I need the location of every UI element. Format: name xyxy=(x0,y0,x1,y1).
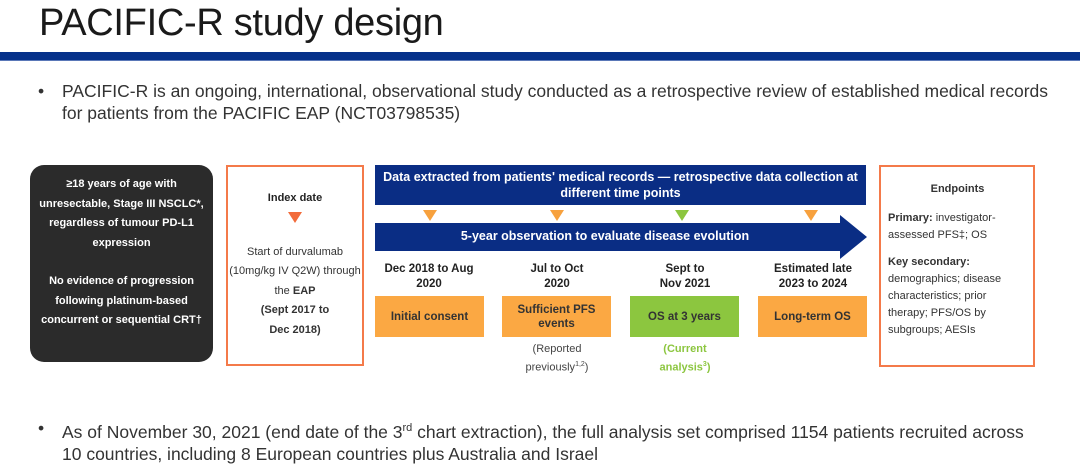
index-eap: EAP xyxy=(292,284,316,297)
endpoints-heading: Endpoints xyxy=(930,183,985,195)
note-sup: 3 xyxy=(702,361,707,368)
triangle-marker-icon xyxy=(550,210,564,221)
note-text: ) xyxy=(706,361,711,374)
timepoint-date: Jul to Oct 2020 xyxy=(530,263,584,290)
bullet-text-part: chart extraction), the full analysis set… xyxy=(62,421,1024,464)
index-date-box: Index date Start of durvalumab (10mg/kg … xyxy=(226,165,364,366)
page-title: PACIFIC-R study design xyxy=(39,2,444,44)
endpoints-box: Endpoints Primary: investigator-assessed… xyxy=(879,165,1035,367)
data-extraction-banner: Data extracted from patients' medical re… xyxy=(375,165,866,205)
bullet-text: As of November 30, 2021 (end date of the… xyxy=(62,417,1048,465)
primary-text: investigator-assessed PFS‡; OS xyxy=(888,212,996,241)
timepoint-date: Estimated late 2023 to 2024 xyxy=(774,263,852,290)
timepoint-date: Sept to Nov 2021 xyxy=(659,263,711,290)
timeline-arrow xyxy=(375,215,867,259)
index-period: (Sept 2017 to Dec 2018) xyxy=(260,304,330,336)
triangle-marker-icon xyxy=(675,210,689,221)
eligibility-criterion: No evidence of progression following pla… xyxy=(41,275,202,326)
triangle-marker-icon xyxy=(288,211,302,223)
note-text: (Reported previously xyxy=(525,343,582,374)
bullet-intro: • PACIFIC-R is an ongoing, international,… xyxy=(38,81,1049,123)
note-reported-previously: (Reported previously1,2) xyxy=(502,342,612,376)
triangle-marker-icon xyxy=(804,210,818,221)
bullet-analysis-set: • As of November 30, 2021 (end date of th… xyxy=(38,417,1048,465)
eligibility-criterion: ≥18 years of age with unresectable, Stag… xyxy=(39,178,204,249)
eligibility-box: ≥18 years of age with unresectable, Stag… xyxy=(30,165,213,362)
triangle-marker-icon xyxy=(423,210,437,221)
bullet-sup: rd xyxy=(402,422,413,434)
timepoint-date: Dec 2018 to Aug 2020 xyxy=(384,263,474,290)
stage-initial-consent: Initial consent xyxy=(375,296,484,337)
stage-long-term-os: Long-term OS xyxy=(758,296,867,337)
note-text: (Current analysis xyxy=(659,343,707,374)
secondary-endpoint: Key secondary: demographics; disease char… xyxy=(888,254,1027,339)
index-heading: Index date xyxy=(267,192,323,204)
secondary-label: Key secondary: xyxy=(888,256,970,268)
bullet-text-part: As of November 30, 2021 (end date of the… xyxy=(62,421,403,442)
primary-label: Primary: xyxy=(888,212,933,224)
title-divider xyxy=(0,52,1080,61)
primary-endpoint: Primary: investigator-assessed PFS‡; OS xyxy=(888,210,1027,244)
bullet-text: PACIFIC-R is an ongoing, international, … xyxy=(62,81,1049,123)
stage-os-3-years: OS at 3 years xyxy=(630,296,739,337)
arrow-label: 5-year observation to evaluate disease e… xyxy=(460,229,750,243)
note-current-analysis: (Current analysis3) xyxy=(630,342,740,376)
note-text: ) xyxy=(584,361,589,374)
index-text: Start of durvalumab (10mg/kg IV Q2W) thr… xyxy=(229,245,361,297)
stage-pfs-events: Sufficient PFS events xyxy=(502,296,611,337)
secondary-text: demographics; disease characteristics; p… xyxy=(888,273,1002,336)
note-sup: 1,2 xyxy=(575,361,585,368)
